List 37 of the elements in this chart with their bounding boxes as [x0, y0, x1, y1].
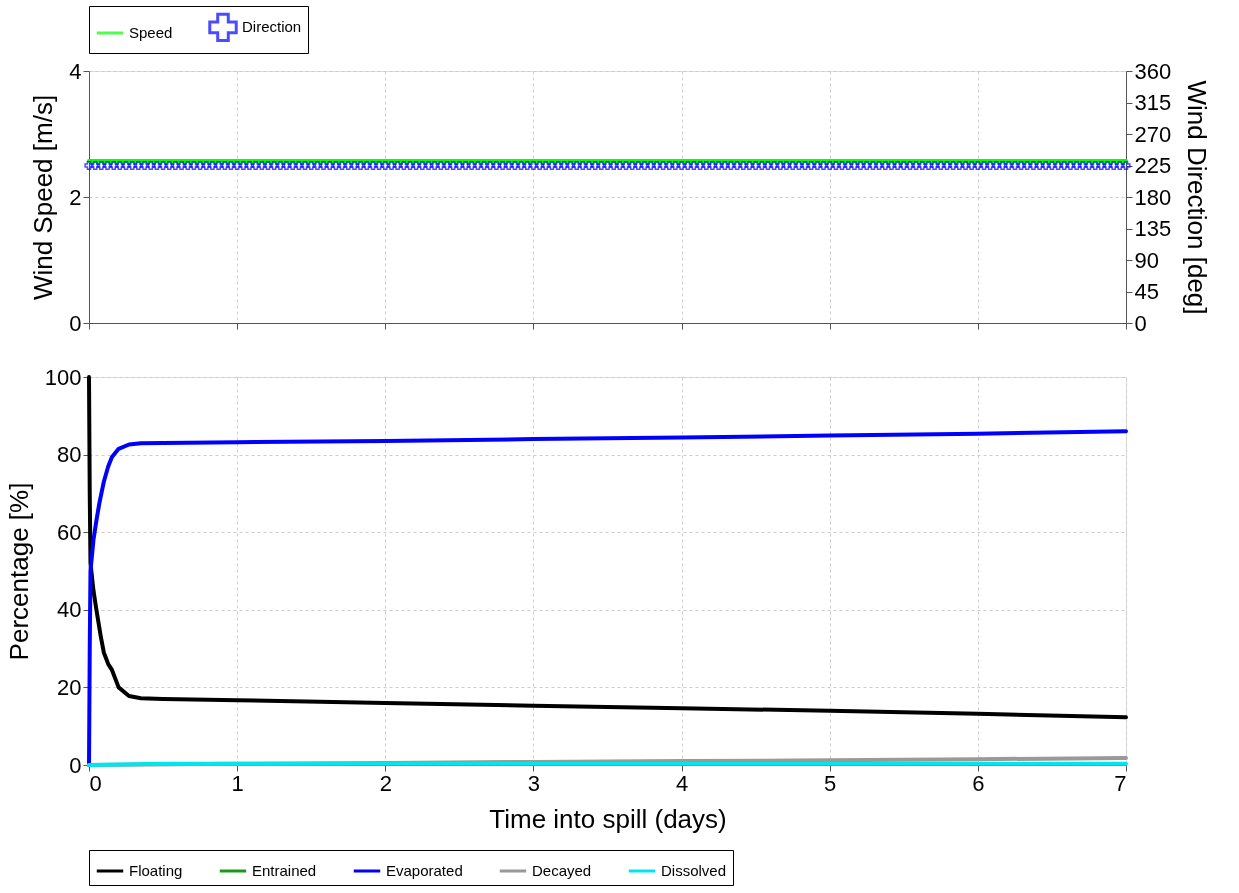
y-tick-label: 100: [44, 364, 82, 390]
y-axis-title: Percentage [%]: [3, 482, 34, 661]
x-axis-title: Time into spill (days): [489, 803, 727, 834]
legend-label: Dissolved: [661, 862, 727, 879]
legend-label: Direction: [242, 18, 302, 36]
y2-tick-label: 45: [1134, 279, 1159, 304]
y-axis-title: Wind Speed [m/s]: [28, 94, 59, 301]
y-tick-label: 2: [69, 184, 82, 210]
x-tick-label: 7: [1114, 770, 1127, 796]
legend-label: Evaporated: [386, 862, 463, 879]
y-tick-label: 0: [69, 752, 82, 778]
y2-tick-label: 90: [1134, 247, 1159, 273]
x-tick-label: 1: [231, 770, 244, 796]
legend-label: Floating: [129, 862, 183, 879]
y2-tick-label: 0: [1134, 310, 1147, 336]
y2-axis-title: Wind Direction [deg]: [1182, 80, 1213, 315]
y2-tick-label: 270: [1134, 121, 1172, 147]
y-tick-label: 4: [69, 58, 82, 84]
x-tick-label: 2: [379, 770, 392, 796]
x-tick-label: 4: [675, 770, 689, 796]
y2-tick-label: 225: [1134, 153, 1172, 178]
legend-label: Decayed: [532, 862, 592, 879]
y-tick-label: 60: [57, 519, 82, 545]
y2-tick-label: 180: [1134, 184, 1172, 210]
x-tick-label: 6: [972, 770, 985, 796]
y-tick-label: 80: [57, 442, 82, 468]
x-tick-label: 0: [89, 770, 102, 796]
x-tick-label: 3: [527, 770, 541, 796]
y2-tick-label: 315: [1134, 90, 1172, 115]
x-tick-label: 5: [824, 770, 837, 796]
y-tick-label: 20: [57, 674, 82, 700]
y-tick-label: 40: [57, 597, 82, 623]
y-tick-label: 0: [69, 310, 82, 336]
legend-label: Speed: [129, 24, 173, 41]
legend-label: Entrained: [252, 862, 317, 879]
y2-tick-label: 135: [1134, 216, 1172, 241]
y2-tick-label: 360: [1134, 58, 1172, 84]
